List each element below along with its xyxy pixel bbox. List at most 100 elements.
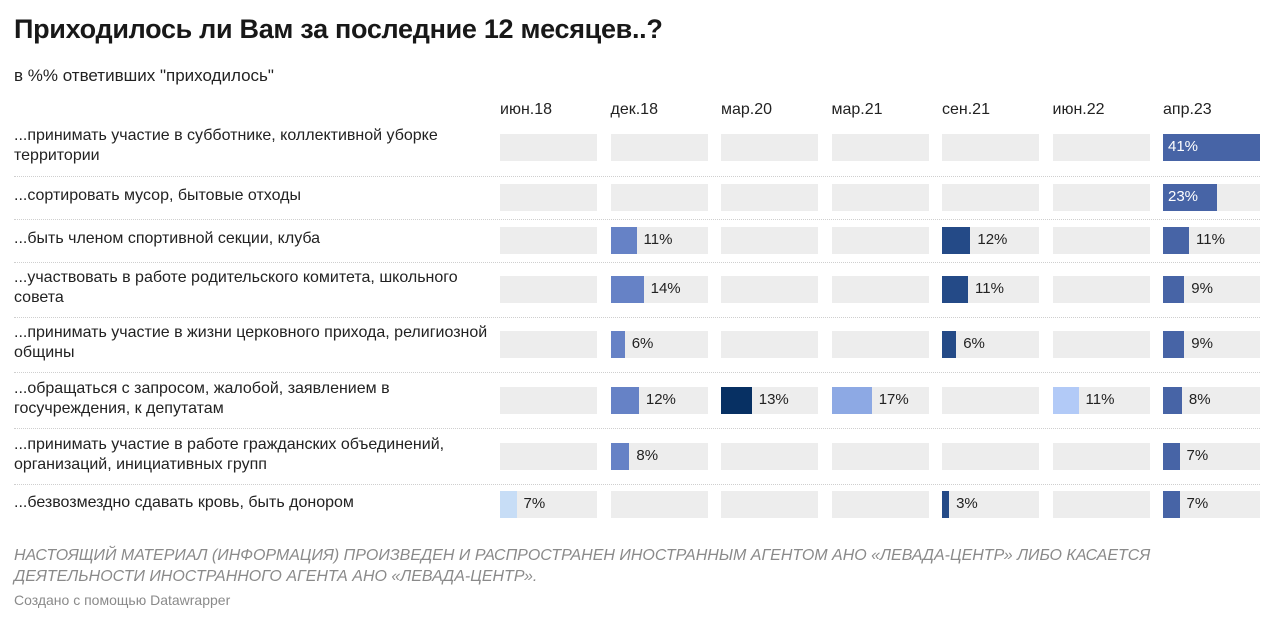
cell-background — [831, 490, 929, 518]
cell-background — [831, 442, 929, 470]
data-label: 11% — [1085, 391, 1115, 408]
row-separator — [14, 317, 1260, 318]
cell-background — [721, 183, 818, 211]
cell-background — [721, 442, 818, 470]
cell-background — [831, 183, 929, 211]
bar — [942, 330, 957, 358]
data-label: 9% — [1191, 280, 1213, 297]
bar — [500, 490, 517, 518]
column-header: мар.21 — [831, 101, 883, 118]
bar — [1163, 442, 1180, 470]
cell-background — [721, 133, 818, 161]
column-header: сен.21 — [942, 101, 990, 118]
data-label: 8% — [1188, 391, 1211, 408]
row-label: ...участвовать в работе родительского ко… — [14, 269, 458, 306]
cell-background — [942, 330, 1039, 358]
cell-background — [831, 133, 929, 161]
column-header: дек.18 — [610, 101, 658, 118]
bar — [942, 226, 971, 254]
bar — [610, 330, 625, 358]
row-label: ...обращаться с запросом, жалобой, заявл… — [14, 380, 390, 417]
foreign-agent-notice: НАСТОЯЩИЙ МАТЕРИАЛ (ИНФОРМАЦИЯ) ПРОИЗВЕД… — [14, 547, 1151, 585]
chart-subtitle: в %% ответивших "приходилось" — [14, 66, 274, 85]
cell-background — [721, 330, 818, 358]
data-label: 6% — [631, 335, 654, 352]
row-separator — [14, 428, 1260, 429]
data-label: 12% — [645, 391, 676, 408]
data-label: 3% — [956, 495, 978, 512]
cell-background — [500, 133, 597, 161]
row-separator — [14, 484, 1260, 485]
cell-background — [610, 490, 708, 518]
row-label: ...принимать участие в субботнике, колле… — [14, 127, 438, 164]
cell-background — [942, 490, 1039, 518]
data-label: 11% — [1196, 231, 1225, 248]
cell-background — [500, 183, 597, 211]
row-label: ...принимать участие в жизни церковного … — [14, 324, 488, 361]
cell-background — [610, 133, 708, 161]
column-header: мар.20 — [721, 101, 773, 118]
cell-background — [721, 226, 818, 254]
cell-background — [942, 442, 1039, 470]
cell-background — [500, 442, 597, 470]
bar — [1163, 275, 1185, 303]
cell-background — [831, 275, 929, 303]
bar — [831, 386, 872, 414]
cell-background — [1052, 490, 1150, 518]
cell-background — [500, 330, 597, 358]
bar — [1163, 330, 1185, 358]
cell-background — [1052, 226, 1150, 254]
data-label: 7% — [1186, 495, 1209, 512]
column-header: апр.23 — [1163, 101, 1212, 118]
data-label: 7% — [1186, 447, 1209, 464]
data-label: 14% — [650, 280, 681, 297]
bar — [1163, 133, 1260, 161]
cell-background — [831, 226, 929, 254]
cell-background — [610, 183, 708, 211]
bar — [721, 386, 752, 414]
cell-background — [1052, 183, 1150, 211]
data-label: 41% — [1168, 138, 1199, 155]
cell-background — [610, 330, 708, 358]
data-label: 9% — [1191, 335, 1213, 352]
datawrapper-credit: Создано с помощью Datawrapper — [14, 592, 231, 608]
row-label: ...принимать участие в работе граждански… — [14, 436, 445, 473]
chart-title: Приходилось ли Вам за последние 12 месяц… — [14, 14, 663, 44]
bar — [610, 226, 637, 254]
bar — [1163, 226, 1190, 254]
chart-grid: июн.18 дек.18 мар.20 мар.21 сен.21 июн.22 апр.… — [14, 101, 1260, 518]
bar — [1163, 183, 1218, 211]
cell-background — [1052, 133, 1150, 161]
cell-background — [942, 183, 1039, 211]
data-label: 11% — [643, 231, 673, 248]
bar — [1052, 386, 1079, 414]
row-separator — [14, 262, 1260, 263]
column-header: июн.18 — [500, 101, 553, 118]
data-label: 8% — [636, 447, 659, 464]
bar — [942, 490, 950, 518]
cell-background — [942, 386, 1039, 414]
row-separator — [14, 176, 1260, 177]
cell-background — [1052, 330, 1150, 358]
cell-background — [721, 275, 818, 303]
row-separator — [14, 219, 1260, 220]
data-label: 11% — [975, 280, 1004, 297]
bar — [942, 275, 969, 303]
bar — [1163, 386, 1182, 414]
cell-background — [500, 275, 597, 303]
row-separator — [14, 372, 1260, 373]
data-label: 23% — [1168, 188, 1199, 205]
row-label: ...сортировать мусор, бытовые отходы — [14, 187, 301, 204]
bar — [610, 442, 630, 470]
cell-background — [831, 330, 929, 358]
bar — [1163, 490, 1180, 518]
row-label: ...быть членом спортивной секции, клуба — [14, 230, 321, 247]
row-label: ...безвозмездно сдавать кровь, быть доно… — [14, 494, 354, 511]
data-label: 12% — [977, 231, 1008, 248]
bar — [610, 275, 644, 303]
cell-background — [500, 226, 597, 254]
cell-background — [942, 133, 1039, 161]
column-header: июн.22 — [1052, 101, 1105, 118]
data-label: 6% — [963, 335, 985, 352]
cell-background — [1052, 275, 1150, 303]
